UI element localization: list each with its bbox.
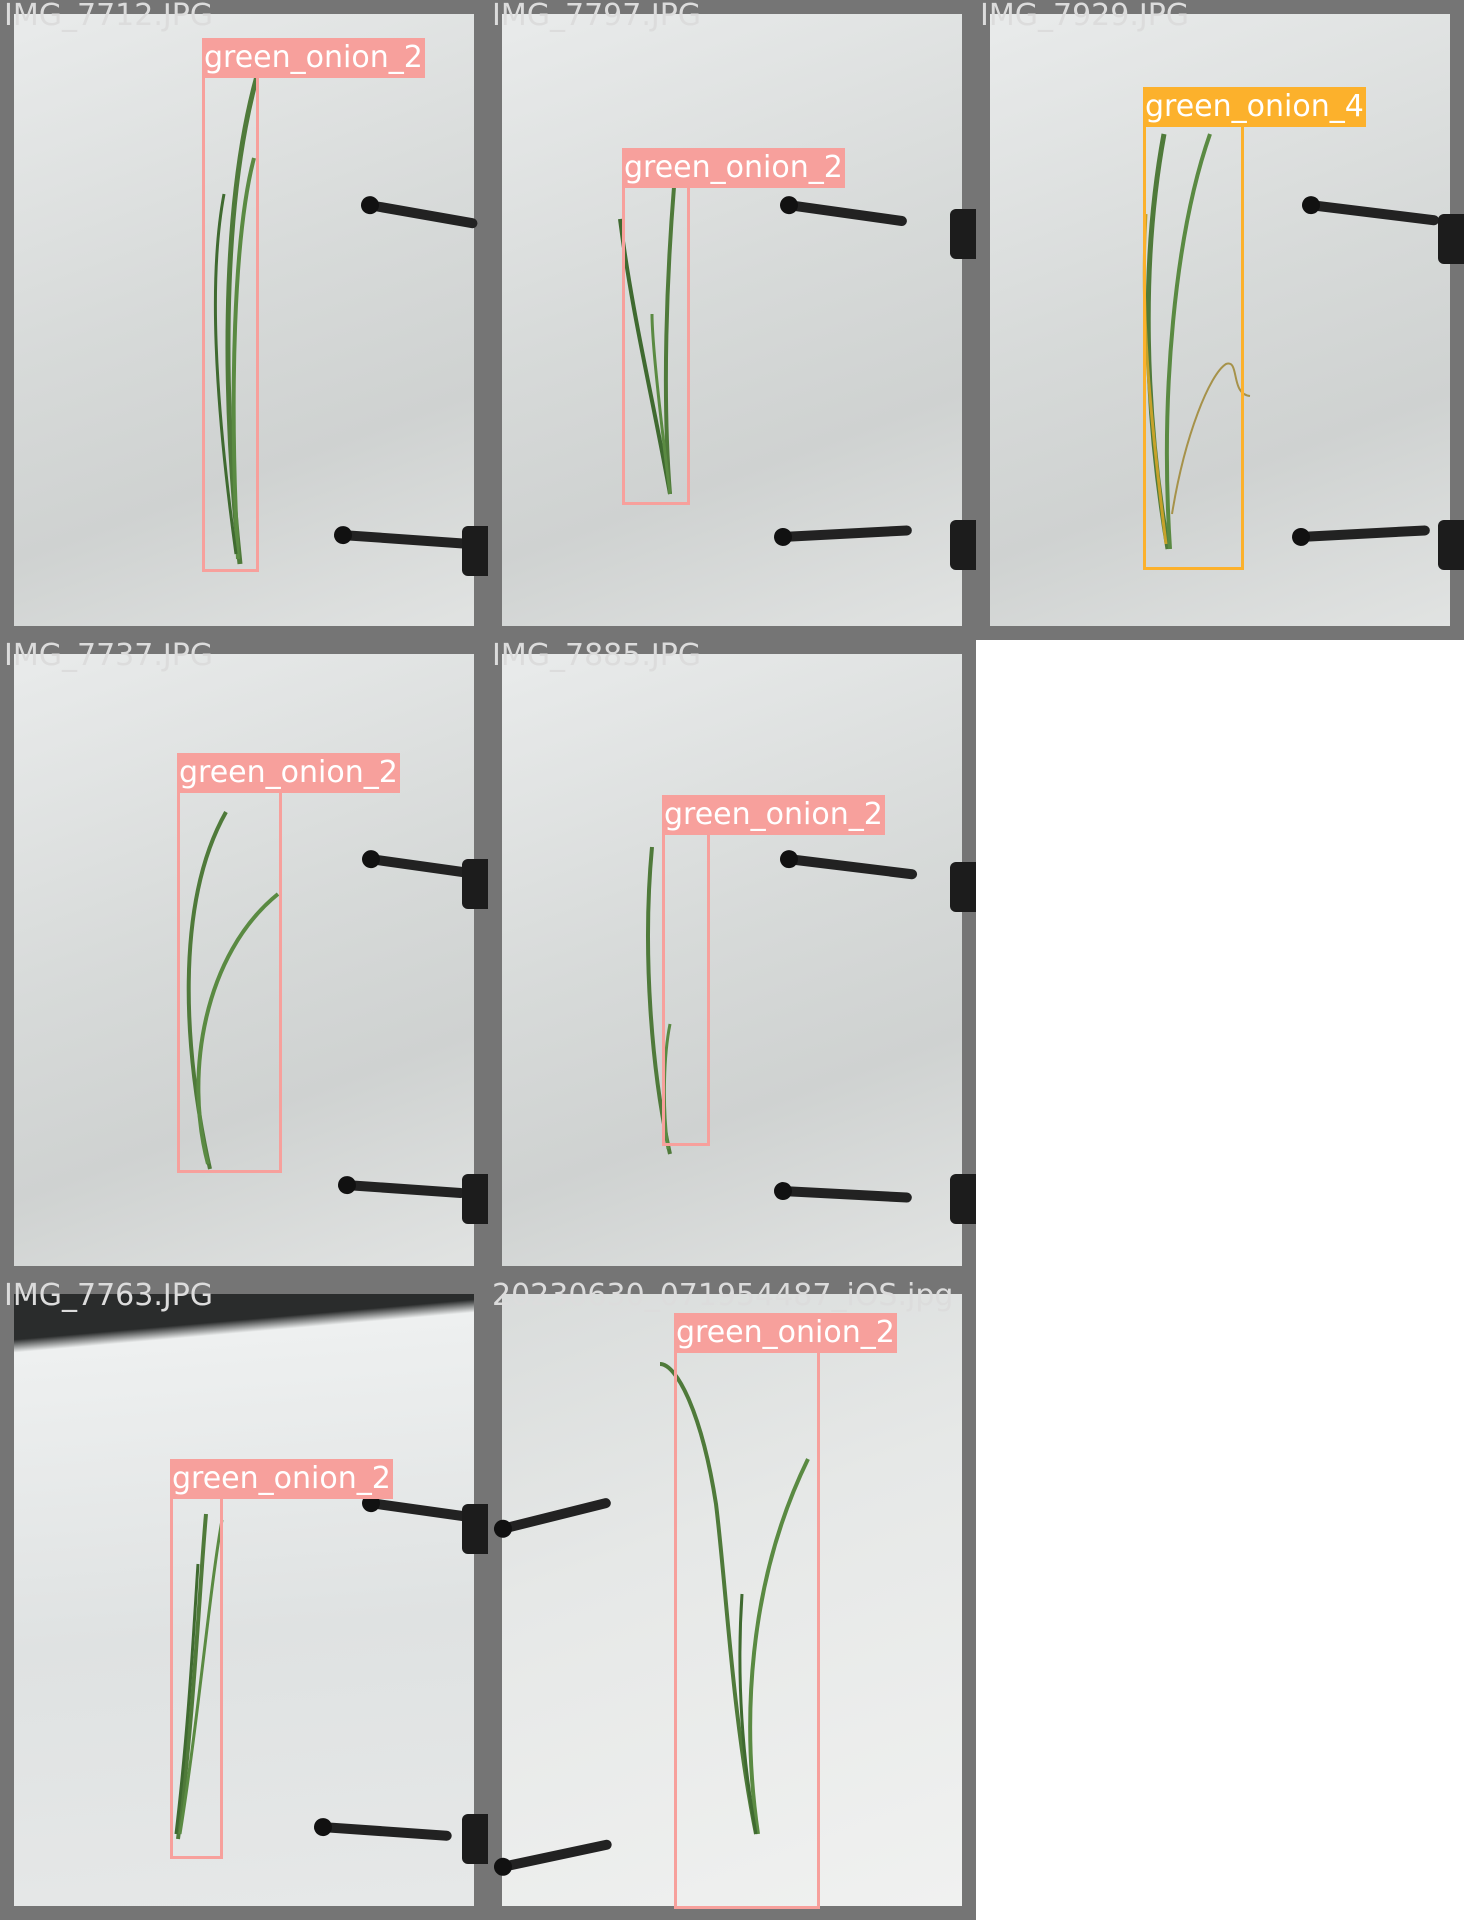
green-onion-plant bbox=[213, 75, 260, 565]
image-filename: IMG_7737.JPG bbox=[4, 640, 214, 673]
photo bbox=[502, 14, 976, 626]
detection-label: green_onion_2 bbox=[202, 38, 425, 78]
image-filename: IMG_7885.JPG bbox=[492, 640, 702, 673]
green-onion-plant bbox=[618, 186, 676, 495]
detection-box[interactable]: green_onion_2 bbox=[674, 1313, 897, 1909]
photo bbox=[14, 1294, 488, 1906]
empty-cell bbox=[976, 640, 1464, 1920]
clamp bbox=[1438, 520, 1464, 570]
clamp bbox=[462, 1174, 488, 1224]
photo bbox=[502, 654, 976, 1266]
detection-box[interactable]: green_onion_2 bbox=[622, 148, 845, 505]
image-filename: IMG_7797.JPG bbox=[492, 0, 702, 33]
detection-box[interactable]: green_onion_4 bbox=[1143, 87, 1366, 570]
image-tile[interactable]: green_onion_2 IMG_7737.JPG bbox=[0, 640, 488, 1280]
image-filename: IMG_7712.JPG bbox=[4, 0, 214, 33]
clamp bbox=[950, 209, 976, 259]
detection-box[interactable]: green_onion_2 bbox=[170, 1459, 393, 1859]
clamp bbox=[1438, 214, 1464, 264]
clamp bbox=[462, 526, 488, 576]
photo bbox=[500, 1294, 962, 1906]
image-tile[interactable]: green_onion_2 IMG_7712.JPG bbox=[0, 0, 488, 640]
detection-label: green_onion_2 bbox=[170, 1459, 393, 1499]
detection-box[interactable]: green_onion_2 bbox=[662, 795, 885, 1146]
clamp bbox=[462, 859, 488, 909]
green-onion-plant bbox=[186, 811, 280, 1170]
clamp bbox=[462, 1814, 488, 1864]
green-onion-plant bbox=[174, 1513, 224, 1840]
detection-label: green_onion_2 bbox=[177, 753, 400, 793]
clamp bbox=[462, 1504, 488, 1554]
detection-label: green_onion_2 bbox=[674, 1313, 897, 1353]
image-tile[interactable]: green_onion_2 IMG_7797.JPG bbox=[488, 0, 976, 640]
green-onion-plant bbox=[646, 846, 672, 1155]
clamp bbox=[950, 1174, 976, 1224]
photo bbox=[14, 14, 488, 626]
detection-label: green_onion_2 bbox=[662, 795, 885, 835]
detection-box[interactable]: green_onion_2 bbox=[177, 753, 400, 1173]
green-onion-plant bbox=[659, 1362, 810, 1835]
image-filename: 20230630_071954487_iOS.jpg bbox=[492, 1280, 954, 1313]
image-tile[interactable]: green_onion_4 IMG_7929.JPG bbox=[976, 0, 1464, 640]
clamp bbox=[950, 520, 976, 570]
image-tile[interactable]: green_onion_2 IMG_7763.JPG bbox=[0, 1280, 488, 1920]
image-tile[interactable]: green_onion_2 IMG_7885.JPG bbox=[488, 640, 976, 1280]
image-tile[interactable]: green_onion_2 20230630_071954487_iOS.jpg bbox=[488, 1280, 976, 1920]
detection-label: green_onion_2 bbox=[622, 148, 845, 188]
detection-label: green_onion_4 bbox=[1143, 87, 1366, 127]
detection-box[interactable]: green_onion_2 bbox=[202, 38, 425, 572]
image-filename: IMG_7929.JPG bbox=[980, 0, 1190, 33]
clamp bbox=[950, 862, 976, 912]
image-filename: IMG_7763.JPG bbox=[4, 1280, 214, 1313]
